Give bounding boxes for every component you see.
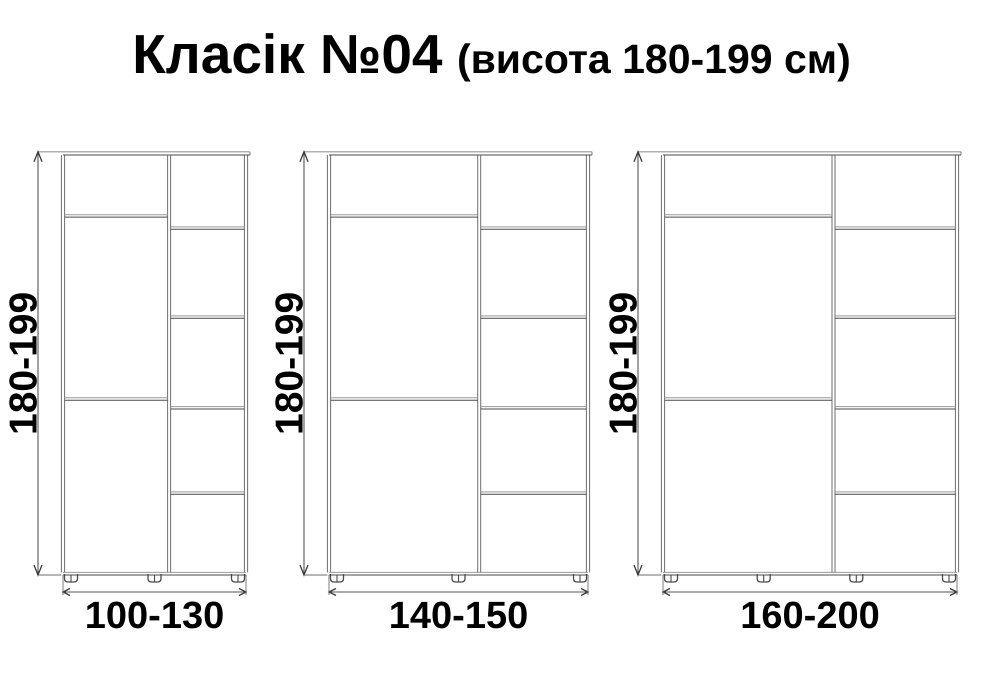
svg-text:180-199: 180-199 [269,292,312,435]
svg-text:180-199: 180-199 [603,292,646,435]
svg-text:100-130: 100-130 [85,595,224,637]
svg-text:140-150: 140-150 [389,595,528,637]
svg-text:180-199: 180-199 [3,292,46,435]
svg-text:160-200: 160-200 [740,595,879,637]
